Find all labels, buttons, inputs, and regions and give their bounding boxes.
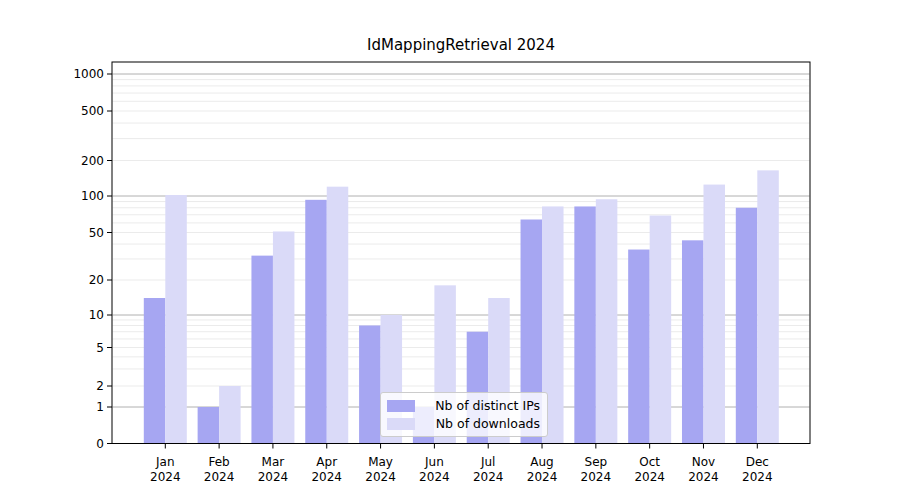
x-tick-label-year: 2024 (419, 470, 450, 484)
bar-distinct-ips-mar (251, 256, 273, 444)
legend-label-downloads: Nb of downloads (424, 416, 540, 431)
x-tick-label-year: 2024 (365, 470, 396, 484)
x-tick-label-month: Dec (746, 455, 769, 469)
x-tick-label-year: 2024 (311, 470, 342, 484)
y-tick-label: 0 (96, 437, 104, 451)
x-tick-label-month: Feb (208, 455, 229, 469)
y-tick-label: 2 (96, 379, 104, 393)
y-tick-label: 200 (81, 154, 104, 168)
legend-swatch-downloads (387, 418, 415, 430)
bar-downloads-feb (219, 386, 241, 444)
y-tick-label: 50 (89, 226, 104, 240)
y-tick-label: 1 (96, 400, 104, 414)
bar-distinct-ips-nov (682, 240, 704, 443)
bar-distinct-ips-may (359, 325, 381, 443)
x-tick-label-month: Jul (480, 455, 495, 469)
bar-downloads-dec (757, 170, 779, 443)
x-tick-label-month: Jun (424, 455, 444, 469)
y-tick-label: 5 (96, 341, 104, 355)
x-tick-label-year: 2024 (150, 470, 181, 484)
bar-downloads-apr (327, 187, 349, 444)
y-tick-label: 500 (81, 104, 104, 118)
x-tick-label-month: Mar (262, 455, 285, 469)
x-tick-label-month: Oct (639, 455, 660, 469)
x-tick-label-month: May (368, 455, 393, 469)
y-tick-label: 10 (89, 308, 104, 322)
chart-figure: 01251020501002005001000Jan2024Feb2024Mar… (0, 0, 900, 500)
bar-downloads-sep (596, 199, 618, 443)
x-tick-label-year: 2024 (581, 470, 612, 484)
y-tick-label: 20 (89, 273, 104, 287)
bar-distinct-ips-sep (574, 206, 596, 443)
legend-entry-distinct-ips: Nb of distinct IPs (387, 397, 540, 414)
x-tick-label-month: Aug (530, 455, 553, 469)
bar-downloads-nov (703, 185, 725, 444)
bar-distinct-ips-jan (144, 298, 166, 443)
bar-downloads-mar (273, 231, 295, 443)
legend-entry-downloads: Nb of downloads (387, 415, 540, 432)
x-tick-label-year: 2024 (473, 470, 504, 484)
legend-swatch-distinct-ips (387, 400, 415, 412)
x-tick-label-month: Nov (692, 455, 715, 469)
y-tick-label: 1000 (73, 67, 104, 81)
bar-distinct-ips-dec (736, 208, 758, 444)
x-tick-label-month: Apr (316, 455, 337, 469)
x-tick-label-month: Jan (155, 455, 175, 469)
bar-distinct-ips-oct (628, 250, 650, 444)
legend-label-distinct-ips: Nb of distinct IPs (424, 398, 540, 413)
x-tick-label-month: Sep (585, 455, 608, 469)
x-tick-label-year: 2024 (742, 470, 773, 484)
bar-downloads-jan (165, 195, 187, 444)
bar-distinct-ips-feb (198, 407, 220, 444)
bar-downloads-oct (650, 216, 672, 444)
x-tick-label-year: 2024 (258, 470, 289, 484)
y-tick-label: 100 (81, 189, 104, 203)
x-tick-label-year: 2024 (204, 470, 235, 484)
x-tick-label-year: 2024 (688, 470, 719, 484)
legend: Nb of distinct IPs Nb of downloads (380, 392, 548, 437)
x-tick-label-year: 2024 (527, 470, 558, 484)
x-tick-label-year: 2024 (634, 470, 665, 484)
bar-distinct-ips-apr (305, 200, 327, 444)
